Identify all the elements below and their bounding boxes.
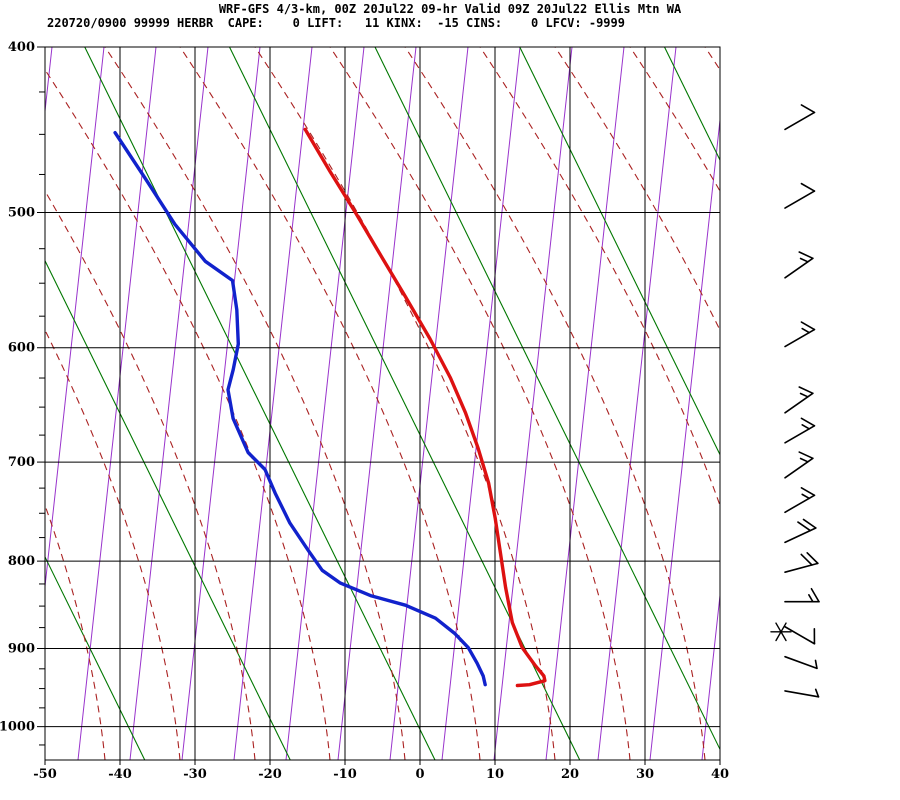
axis-labels: 400 500 600 700 800 900 1000 -50 -40 -30 -20 -10 0 10… [0, 40, 729, 782]
wind-barb [784, 386, 814, 414]
x-axis-label: 10 [486, 767, 504, 782]
wind-barb [784, 451, 814, 479]
wind-barb [784, 625, 816, 645]
y-axis-label: 800 [8, 554, 35, 569]
dry-adiabat-line [45, 259, 291, 760]
wind-barb [784, 417, 816, 444]
isotherm-line [597, 47, 677, 760]
dry-adiabat-lines [45, 47, 720, 760]
y-axis-label: 700 [8, 455, 35, 470]
x-axis-label: 30 [636, 767, 654, 782]
dry-adiabat-line [664, 47, 720, 162]
wind-barb [784, 251, 814, 279]
isotherm-line [441, 47, 521, 760]
wind-barb [784, 487, 816, 514]
wind-barb [784, 518, 817, 544]
x-axis-label: 0 [415, 767, 424, 782]
asterisk-marker [770, 622, 792, 642]
isotherm-line [45, 47, 105, 591]
dry-adiabat-line [519, 47, 720, 456]
moist-adiabat-line [404, 47, 706, 760]
wind-barb [784, 688, 820, 698]
axis-ticks [37, 46, 721, 765]
moist-adiabat-line [704, 47, 720, 71]
moist-adiabat-line [104, 47, 406, 760]
isotherm-line [754, 47, 832, 760]
isotherm-line [701, 590, 720, 760]
isotherm-line [649, 115, 720, 760]
dry-adiabat-line [374, 47, 720, 751]
wind-barb [784, 182, 816, 209]
y-axis-label: 400 [8, 40, 35, 55]
moist-adiabat-line [554, 47, 720, 332]
plot-frame [44, 46, 721, 761]
isotherm-line [389, 47, 469, 760]
moist-adiabat-line [179, 47, 481, 760]
x-axis-label: 40 [711, 767, 729, 782]
x-axis-label: -20 [258, 767, 282, 782]
dry-adiabat-line [84, 47, 436, 760]
isotherm-line [77, 47, 157, 760]
chart-subtitle: 220720/0900 99999 HERBR CAPE: 0 LIFT: 11… [47, 16, 625, 30]
wind-barb [784, 655, 818, 670]
wind-barb [784, 321, 816, 348]
y-axis-label: 500 [8, 206, 35, 221]
isotherm-line [233, 47, 313, 760]
isotherm-line [129, 47, 209, 760]
y-axis-label: 600 [8, 341, 35, 356]
grid-lines [44, 46, 721, 761]
isotherm-line [493, 47, 573, 760]
wind-barbs [770, 104, 820, 698]
moist-adiabat-line [45, 68, 331, 760]
wind-barb [784, 587, 820, 603]
x-axis-label: -30 [183, 767, 207, 782]
dewpoint-curve [113, 131, 487, 687]
isotherm-line [337, 47, 417, 760]
isotherm-line [285, 47, 365, 760]
moist-adiabat-line [629, 47, 720, 193]
x-axis-label: 20 [561, 767, 579, 782]
x-axis-label: -50 [33, 767, 57, 782]
x-axis-label: -40 [108, 767, 132, 782]
moist-adiabat-lines [45, 47, 720, 760]
dry-adiabat-line [45, 555, 146, 760]
isotherm-line [545, 47, 625, 760]
isotherm-lines [45, 47, 832, 760]
x-axis-label: -10 [333, 767, 357, 782]
y-axis-label: 1000 [0, 720, 35, 735]
wind-barb [784, 552, 819, 573]
temperature-curve [303, 127, 547, 688]
chart-title: WRF-GFS 4/3-km, 00Z 20Jul22 09-hr Valid … [218, 2, 682, 16]
wind-barb [784, 104, 816, 131]
y-axis-label: 900 [8, 641, 35, 656]
